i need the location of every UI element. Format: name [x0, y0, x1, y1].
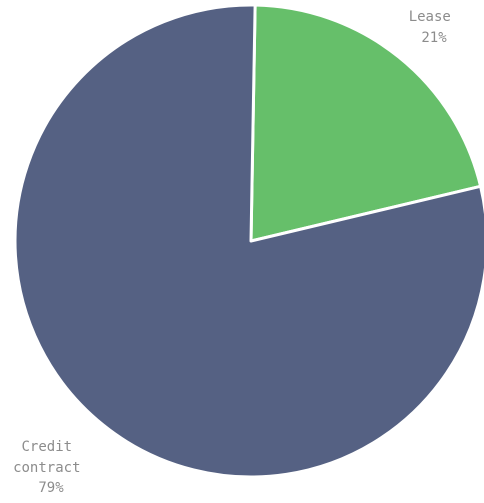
pie-slice-lease — [249, 3, 483, 243]
pie-slice-credit-contract — [13, 3, 484, 479]
slice-label-lease-name: Lease — [409, 9, 451, 25]
pie-slices — [13, 3, 484, 479]
slice-label-lease-percent: 21% — [421, 30, 447, 46]
slice-label-credit-contract-percent: 79% — [38, 480, 64, 496]
slice-label-lease: Lease 21% — [409, 9, 460, 46]
slice-label-credit-contract: Credit contract 79% — [13, 439, 89, 496]
slice-label-credit-contract-name-line1: Credit — [21, 439, 72, 455]
slice-label-credit-contract-name-line2: contract — [13, 460, 80, 476]
